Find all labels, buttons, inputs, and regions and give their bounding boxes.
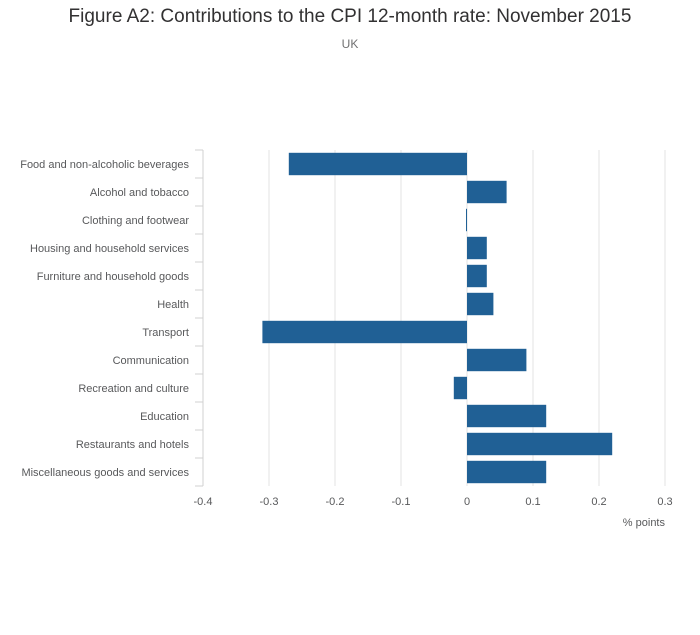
bar [467,180,507,204]
bar [466,208,467,232]
category-label: Transport [142,327,189,339]
chart-title: Figure A2: Contributions to the CPI 12-m… [68,6,632,27]
category-label: Education [140,411,189,423]
bar [467,292,494,316]
category-label: Clothing and footwear [82,215,189,227]
x-axis-title: % points [623,517,666,529]
x-tick-label: -0.3 [260,496,279,508]
category-label: Recreation and culture [78,383,189,395]
category-label: Furniture and household goods [37,271,190,283]
category-label: Housing and household services [30,243,189,255]
x-tick-label: -0.4 [194,496,213,508]
category-label: Health [157,299,189,311]
bar [288,152,467,176]
x-tick-label: 0.1 [525,496,540,508]
x-tick-label: 0.2 [591,496,606,508]
category-label: Alcohol and tobacco [90,187,189,199]
x-tick-label: -0.1 [392,496,411,508]
category-label: Communication [113,355,189,367]
bar [467,236,487,260]
bar [467,348,527,372]
bars [262,152,613,484]
bar [467,432,613,456]
category-label: Miscellaneous goods and services [21,467,189,479]
x-axis-ticks: -0.4 -0.3 -0.2 -0.1 0 0.1 0.2 0.3 [194,496,673,508]
x-tick-label: 0.3 [657,496,672,508]
bar [467,460,547,484]
bar [453,376,467,400]
bar [467,264,487,288]
x-tick-label: 0 [464,496,470,508]
category-labels: Food and non-alcoholic beverages Alcohol … [20,159,189,479]
bar [262,320,467,344]
category-label: Restaurants and hotels [76,439,190,451]
bar [467,404,547,428]
grid-lines [195,149,666,487]
chart-subtitle: UK [341,37,359,51]
x-tick-label: -0.2 [326,496,345,508]
category-label: Food and non-alcoholic beverages [20,159,189,171]
